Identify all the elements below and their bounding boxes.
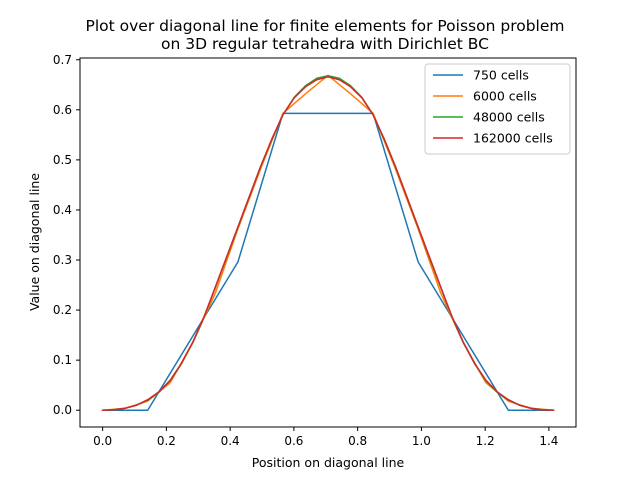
- legend-label-1: 6000 cells: [473, 89, 537, 104]
- x-tick-label-6: 1.2: [476, 434, 495, 448]
- y-tick-label-2: 0.2: [53, 303, 72, 317]
- chart-title-line-2: on 3D regular tetrahedra with Dirichlet …: [161, 35, 489, 53]
- series-line-3: [101, 76, 555, 412]
- x-axis-ticks: 0.0 0.2 0.4 0.6 0.8 1.0 1.2 1.4: [93, 427, 558, 448]
- x-tick-label-7: 1.4: [539, 434, 558, 448]
- legend-label-2: 48000 cells: [473, 110, 545, 125]
- x-tick-label-1: 0.2: [157, 434, 176, 448]
- x-axis-label: Position on diagonal line: [252, 455, 405, 470]
- x-tick-label-4: 0.8: [348, 434, 367, 448]
- legend-label-3: 162000 cells: [473, 131, 553, 146]
- x-tick-label-5: 1.0: [412, 434, 431, 448]
- legend-label-0: 750 cells: [473, 68, 529, 83]
- y-tick-label-4: 0.4: [53, 203, 72, 217]
- x-tick-label-0: 0.0: [93, 434, 112, 448]
- legend: 750 cells 6000 cells 48000 cells 162000 cel…: [424, 63, 571, 155]
- x-tick-label-3: 0.6: [284, 434, 303, 448]
- y-tick-label-6: 0.6: [53, 103, 72, 117]
- y-tick-label-1: 0.1: [53, 353, 72, 367]
- y-tick-label-3: 0.3: [53, 253, 72, 267]
- legend-entries: 750 cells 6000 cells 48000 cells 162000 cel…: [433, 68, 553, 146]
- y-tick-label-0: 0.0: [53, 403, 72, 417]
- plot-frame: [79, 57, 577, 428]
- y-axis-label: Value on diagonal line: [27, 173, 42, 311]
- chart-title-line-1: Plot over diagonal line for finite eleme…: [86, 17, 565, 35]
- series-line-0: [101, 112, 555, 411]
- x-tick-label-2: 0.4: [221, 434, 240, 448]
- y-tick-label-7: 0.7: [53, 53, 72, 67]
- y-tick-label-5: 0.5: [53, 153, 72, 167]
- legend-box: [424, 63, 571, 155]
- y-axis-ticks: 0.0 0.1 0.2 0.3 0.4 0.5 0.6 0.7: [53, 53, 80, 417]
- series-layer: [101, 74, 555, 412]
